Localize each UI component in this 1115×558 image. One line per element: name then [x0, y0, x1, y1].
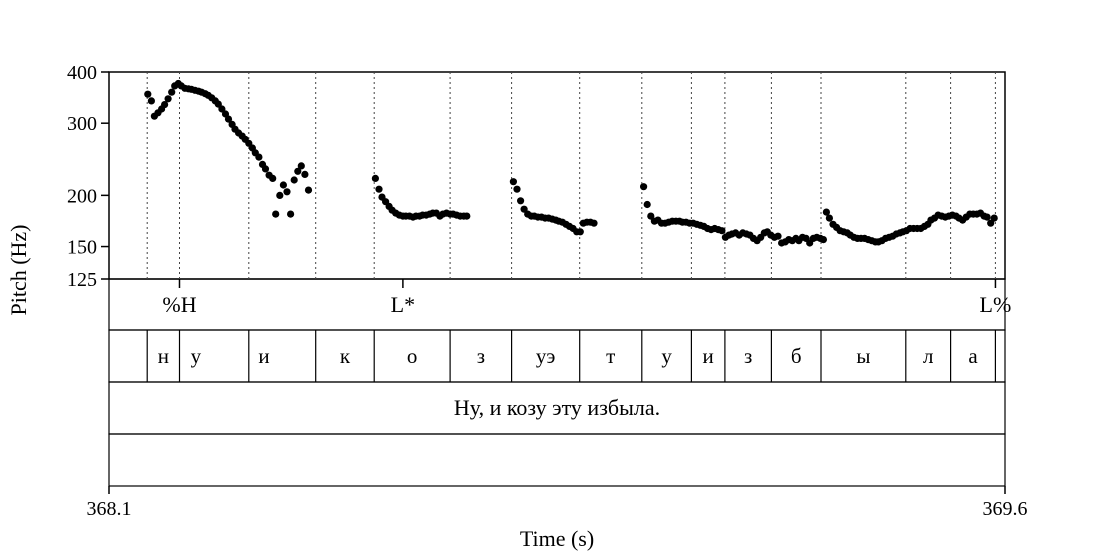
pitch-panel-frame	[108, 71, 1006, 280]
pitch-point-76	[509, 178, 517, 186]
segment-label-9: и	[703, 344, 714, 368]
pitch-point-39	[276, 191, 284, 199]
pitch-points	[144, 79, 998, 247]
y-ticks: 125 150 200 300 400	[67, 62, 109, 291]
pitch-point-78	[517, 197, 525, 205]
segment-label-7: т	[606, 344, 615, 368]
y-tick-label-3: 300	[67, 113, 97, 135]
pitch-point-5	[161, 101, 169, 109]
pitch-point-38	[272, 210, 280, 218]
segment-tier-frame	[108, 329, 1006, 383]
x-tick-label-1: 369.6	[983, 498, 1028, 520]
pitch-point-95	[576, 228, 584, 236]
pitch-point-41	[283, 188, 291, 196]
segment-label-5: з	[477, 344, 485, 368]
pitch-point-46	[301, 170, 309, 178]
pitch-point-42	[287, 210, 295, 218]
segment-label-6: уэ	[536, 344, 556, 368]
pitch-point-48	[371, 174, 379, 182]
pitch-point-77	[513, 185, 521, 193]
segment-tier: н у и к о з уэ т у и з б ы л а	[158, 344, 979, 368]
boundary-lines	[146, 72, 997, 382]
segment-label-14: а	[968, 344, 978, 368]
y-tick-label-4: 400	[67, 62, 97, 84]
segment-label-11: б	[791, 344, 802, 368]
y-tick-label-1: 150	[67, 237, 97, 259]
pitch-point-152	[822, 208, 831, 216]
y-tick-label-0: 125	[67, 269, 97, 291]
pitch-point-49	[375, 185, 383, 193]
x-tick-label-0: 368.1	[87, 498, 132, 520]
pitch-point-99	[590, 219, 598, 227]
pitch-point-44	[294, 167, 302, 175]
pitch-point-199	[987, 219, 995, 227]
tone-label-0: %H	[162, 292, 196, 317]
segment-label-1: у	[191, 344, 202, 368]
pitch-point-200	[990, 214, 998, 222]
pitch-point-1	[147, 97, 155, 105]
x-axis-label: Time (s)	[520, 526, 594, 551]
segment-label-2: и	[258, 344, 269, 368]
pitch-point-22	[218, 105, 226, 113]
pitch-point-151	[819, 236, 828, 244]
pitch-point-138	[774, 232, 782, 240]
pitch-point-100	[640, 183, 648, 191]
segment-label-13: л	[923, 344, 933, 368]
x-ticks: 368.1 369.6	[87, 486, 1028, 520]
tone-tier: %H L* L%	[162, 279, 1011, 317]
empty-tier-frame	[108, 433, 1006, 487]
segment-label-4: о	[407, 344, 418, 368]
pitch-point-101	[643, 200, 651, 209]
pitch-point-24	[224, 115, 233, 123]
segment-label-10: з	[744, 344, 752, 368]
pitch-point-7	[168, 88, 176, 96]
segment-label-0: н	[158, 344, 169, 368]
pitch-point-198	[983, 213, 991, 221]
y-tick-label-2: 200	[67, 185, 97, 207]
pitch-point-40	[279, 181, 287, 189]
pitch-point-35	[261, 165, 270, 173]
tone-label-2: L%	[980, 292, 1012, 317]
y-axis-label: Pitch (Hz)	[6, 224, 31, 315]
segment-label-8: у	[661, 344, 672, 368]
pitch-point-75	[463, 212, 471, 220]
segment-label-12: ы	[856, 344, 870, 368]
sentence-text: Ну, и козу эту избыла.	[454, 395, 660, 420]
pitch-point-153	[825, 214, 834, 222]
pitch-point-102	[647, 212, 655, 220]
tone-tier-frame	[108, 278, 1006, 331]
pitch-point-6	[164, 95, 172, 103]
pitch-point-45	[297, 162, 305, 170]
pitch-point-33	[255, 153, 263, 161]
pitch-point-0	[144, 90, 152, 98]
segment-label-3: к	[340, 344, 351, 368]
tone-label-1: L*	[391, 292, 415, 317]
pitch-point-122	[718, 227, 726, 235]
pitch-point-43	[290, 176, 298, 184]
pitch-point-37	[269, 174, 277, 182]
pitch-point-47	[304, 186, 313, 194]
